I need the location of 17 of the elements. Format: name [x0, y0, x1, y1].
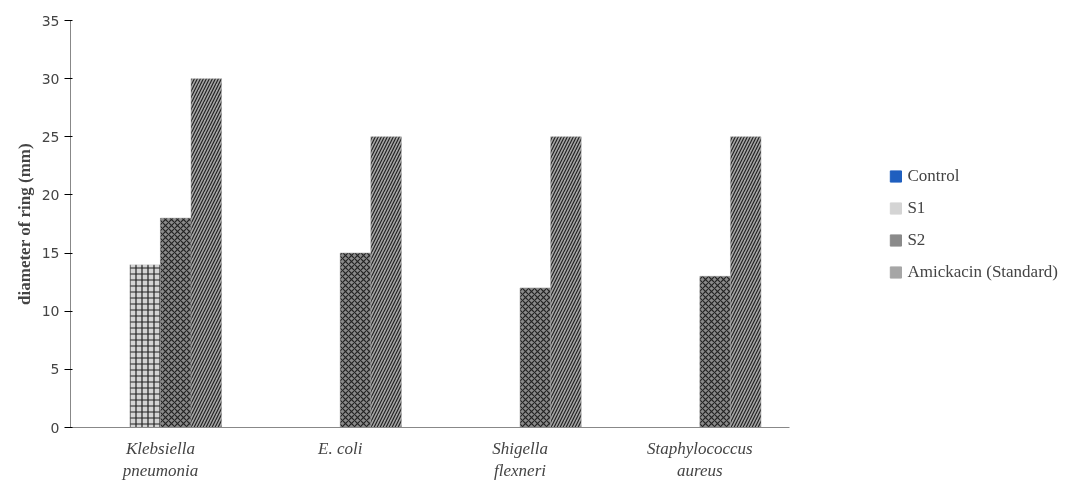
x-tick-label: Staphylococcus aureus: [647, 438, 754, 481]
y-tick-label: 0: [50, 419, 60, 436]
x-tick-label: Shigella flexneri: [492, 438, 548, 481]
y-axis-title: diameter of ring (mm): [14, 143, 34, 305]
y-tick-label: 25: [41, 128, 60, 145]
legend-label: Control: [907, 165, 960, 186]
legend-label: Amickacin (Standard): [907, 261, 1058, 282]
y-tick-label: 15: [41, 245, 60, 262]
y-tick-label: 5: [50, 361, 60, 378]
y-tick-label: 10: [41, 303, 60, 320]
y-tick-label: 30: [41, 70, 60, 87]
y-tick-label: 35: [41, 12, 60, 29]
legend-label: S2: [907, 229, 927, 250]
x-tick-label: Klebsiella pneumonia: [121, 438, 199, 481]
y-tick-label: 20: [41, 186, 60, 203]
x-tick-label: E. coli: [317, 438, 363, 458]
legend-label: S1: [907, 197, 927, 218]
